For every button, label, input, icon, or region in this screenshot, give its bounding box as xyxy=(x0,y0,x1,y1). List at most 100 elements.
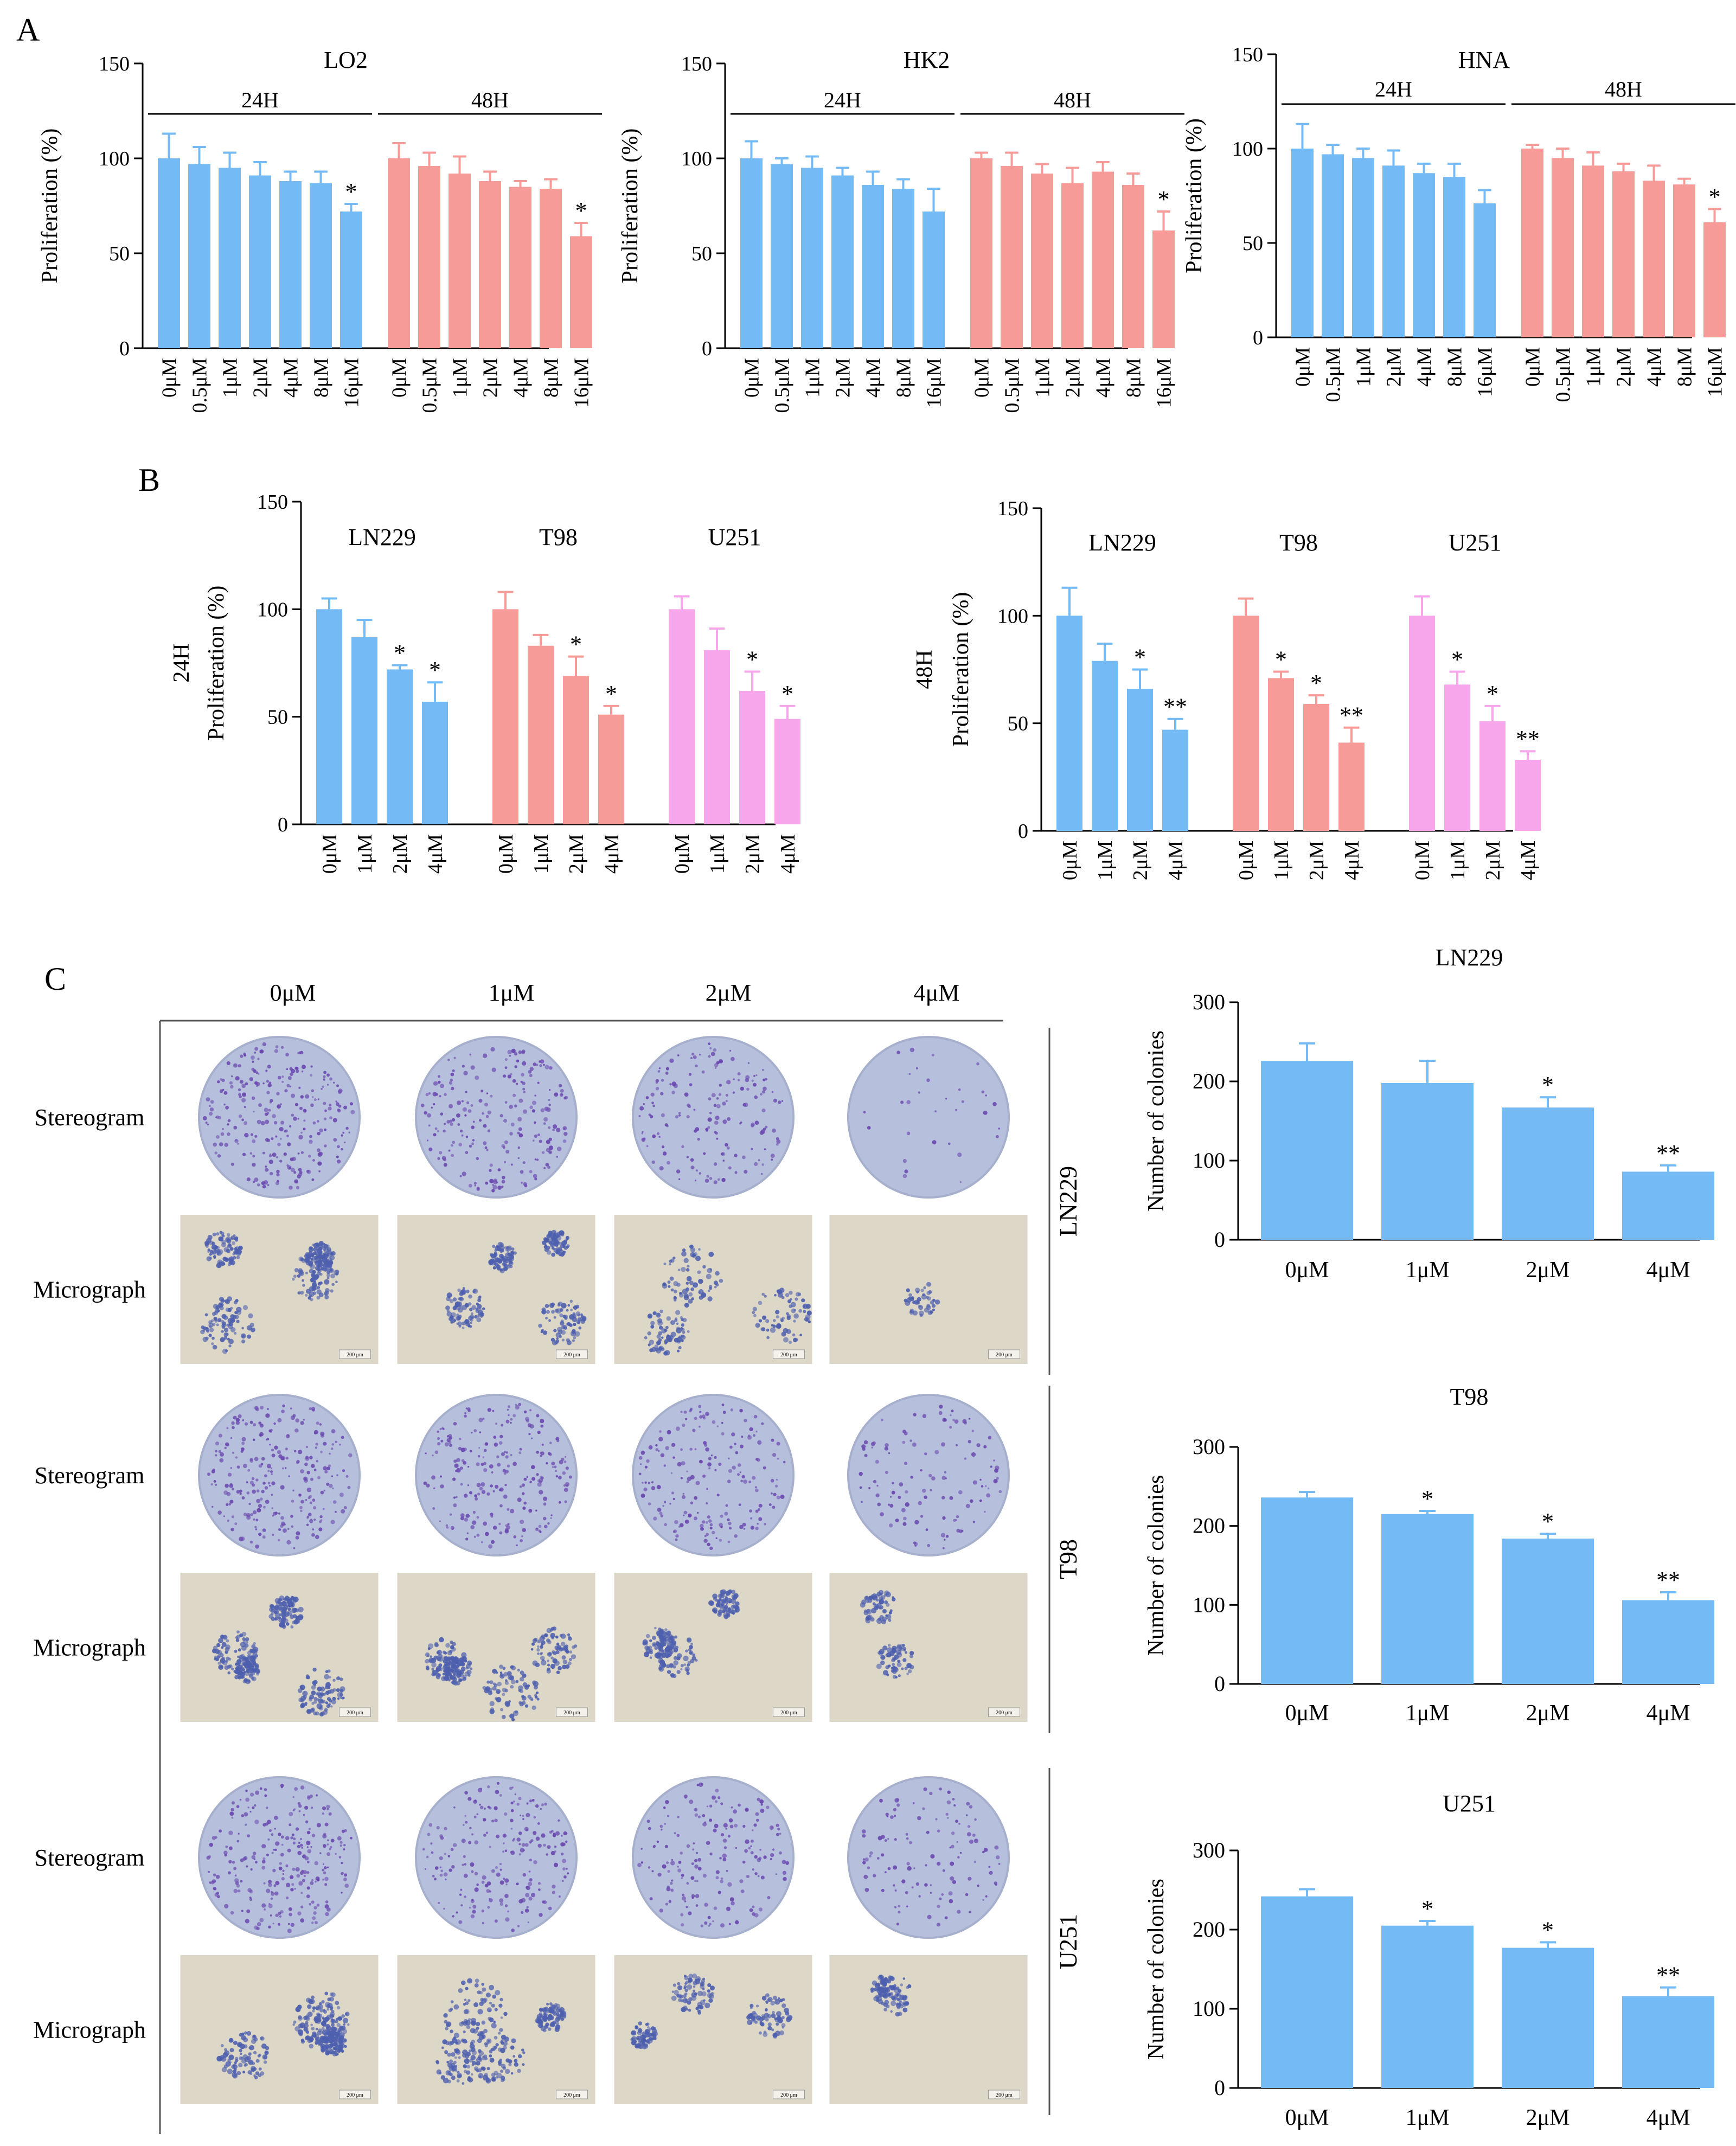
colony-dot xyxy=(543,1167,546,1169)
bar xyxy=(1703,222,1726,337)
colony-dot xyxy=(281,1410,285,1413)
bar xyxy=(970,158,992,348)
colony-dot xyxy=(715,1131,718,1135)
colony-dot xyxy=(902,1159,907,1163)
colony-dot xyxy=(345,1126,349,1130)
colony-dot xyxy=(465,1091,467,1093)
colony-dot xyxy=(763,1466,766,1470)
bar xyxy=(563,676,589,824)
colony-dot xyxy=(459,1175,462,1177)
colony-dot xyxy=(446,1526,449,1529)
colony-dot xyxy=(223,1091,228,1095)
colony-dot xyxy=(269,1829,272,1832)
colony-dot xyxy=(754,1486,757,1489)
colony-dot xyxy=(942,1418,946,1422)
colony-dot xyxy=(686,1115,690,1119)
colony-dot xyxy=(558,1084,562,1088)
colony-dot xyxy=(209,1843,213,1847)
colony-dot xyxy=(249,1810,252,1813)
colony-dot xyxy=(452,1069,455,1072)
colony-dot xyxy=(245,1919,249,1924)
colony-dot xyxy=(771,1438,774,1442)
micrograph-cell xyxy=(926,1282,931,1287)
colony-dot xyxy=(249,1481,254,1485)
category-label: 2μM xyxy=(249,358,272,398)
category-label: 0.5μM xyxy=(771,358,794,413)
colony-dot xyxy=(257,1508,261,1513)
colony-dot xyxy=(504,1528,509,1532)
colony-dot xyxy=(439,1151,443,1155)
micrograph-cell xyxy=(892,1596,894,1599)
colony-dot xyxy=(325,1900,329,1904)
micrograph-cell xyxy=(322,1257,328,1263)
micrograph-cell xyxy=(547,1663,550,1667)
colony-dot xyxy=(270,1467,273,1470)
micrograph-cell xyxy=(322,1699,326,1703)
micrograph-cell xyxy=(578,1326,582,1330)
micrograph-cell xyxy=(558,1301,563,1306)
micrograph-cell xyxy=(500,1708,503,1712)
colony-dot xyxy=(541,1443,544,1446)
colony-dot xyxy=(751,1148,753,1150)
colony-dot xyxy=(706,1502,708,1504)
colony-dot xyxy=(870,1442,875,1446)
group-title: U251 xyxy=(1449,529,1502,556)
micrograph-cell xyxy=(213,1645,218,1651)
colony-dot xyxy=(272,1868,276,1873)
colony-dot xyxy=(499,1434,503,1439)
colony-dot xyxy=(673,1084,678,1088)
bar xyxy=(1479,721,1506,831)
micrograph-cell xyxy=(642,1639,648,1645)
micrograph-cell xyxy=(680,1664,684,1668)
micrograph-cell xyxy=(513,2055,516,2058)
colony-dot xyxy=(491,1067,496,1072)
colony-dot xyxy=(304,1805,309,1810)
colony-dot xyxy=(461,1134,464,1137)
colony-dot xyxy=(215,1483,217,1486)
colony-dot xyxy=(433,1133,437,1137)
micrograph-cell xyxy=(227,1296,232,1302)
colony-dot xyxy=(254,1177,259,1182)
colony-dot xyxy=(306,1841,311,1846)
colony-dot xyxy=(531,1109,536,1113)
colony-dot xyxy=(868,1487,871,1490)
micrograph-cell xyxy=(524,1685,529,1690)
colony-dot xyxy=(555,1470,557,1472)
colony-dot xyxy=(326,1482,330,1486)
colony-dot xyxy=(342,1131,345,1134)
colony-dot xyxy=(262,1184,266,1189)
colony-dot xyxy=(738,1079,740,1081)
colony-dot xyxy=(499,1868,502,1871)
micrograph-cell xyxy=(556,1647,560,1650)
micrograph-cell xyxy=(515,1710,518,1714)
colony-dot xyxy=(540,1451,544,1456)
micrograph-cell xyxy=(467,1999,471,2002)
micrograph-cell xyxy=(555,1650,560,1655)
colony-dot xyxy=(548,1126,551,1129)
colony-dot xyxy=(909,1439,912,1442)
colony-dot xyxy=(329,1116,332,1120)
colony-dot xyxy=(293,1837,296,1841)
micrograph-cell xyxy=(238,1676,241,1680)
micrograph-cell xyxy=(226,1323,229,1327)
micrograph-cell xyxy=(241,2032,245,2035)
micrograph-cell xyxy=(569,1299,573,1303)
micrograph-cell xyxy=(345,2012,350,2016)
micrograph-cell xyxy=(431,1667,434,1671)
micrograph-cell xyxy=(547,2027,552,2031)
colony-dot xyxy=(250,1133,253,1136)
colony-dot xyxy=(971,1452,976,1457)
colony-dot xyxy=(509,1055,511,1057)
micrograph-cell xyxy=(325,1690,330,1695)
significance-mark: ** xyxy=(1163,694,1187,720)
colony-dot xyxy=(311,1464,315,1468)
colony-dot xyxy=(249,1459,254,1463)
micrograph-cell xyxy=(504,1689,508,1693)
micrograph-cell xyxy=(329,1996,335,2002)
colony-dot xyxy=(324,1876,329,1881)
colony-dot xyxy=(507,1523,510,1526)
colony-dot xyxy=(238,1064,241,1068)
micrograph-cell xyxy=(921,1294,927,1300)
micrograph-cell xyxy=(560,1308,563,1312)
